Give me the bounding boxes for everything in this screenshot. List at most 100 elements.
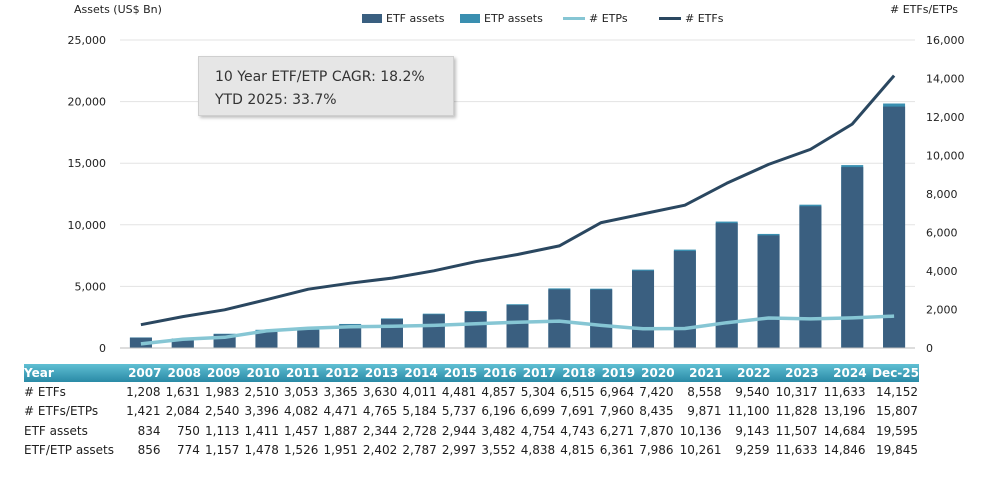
table-row: ETF assets 834 750 1,113 1,411 1,457 1,887 2,34… [24,421,919,441]
table-header-row: Year 2007 2008 2009 2010 2011 2012 2013 2014 2015… [24,364,919,382]
table-cell: 1,457 [283,423,319,438]
right-axis-title: # ETFs/ETPs [890,3,958,16]
table-cell: 14,846 [823,443,866,458]
table-cell: 856 [137,443,161,458]
legend-item: # ETFs [659,12,749,25]
table-year-header: 2019 [601,366,636,380]
left-tick-label: 15,000 [68,157,107,170]
left-axis-title: Assets (US$ Bn) [74,3,162,16]
right-tick-label: 10,000 [926,150,965,163]
table-cell: 3,630 [362,384,398,399]
etps-count-line [140,314,895,346]
legend-swatch [659,17,681,20]
table-cell: 6,196 [481,404,516,419]
table-year-header: Dec-25 [872,366,919,380]
table-cell: 4,471 [323,404,358,419]
table-cell: 19,595 [876,423,918,438]
table-cell: 5,184 [402,404,437,419]
right-tick-label: 4,000 [926,265,958,278]
table-cell: 14,684 [823,423,866,438]
table-year-header: 2016 [483,366,517,380]
etf-bar [548,289,571,348]
table-cell: 750 [177,423,200,438]
table-year-header: 2011 [285,366,320,380]
table-cell: 10,136 [679,423,722,438]
legend-item: # ETPs [563,12,659,25]
left-tick-label: 10,000 [68,219,107,232]
etf-bar [799,206,822,348]
etf-bar [380,319,403,348]
legend: ETF assets ETP assets # ETPs # ETFs [362,12,749,25]
table-cell: 7,420 [639,384,674,399]
table-year-header: 2007 [128,366,162,380]
table-cell: 11,100 [727,404,770,419]
right-tick-label: 8,000 [926,188,958,201]
legend-swatch [563,17,585,20]
left-tick-label: 0 [99,342,106,355]
table-cell: 4,815 [560,443,595,458]
table-year-header: 2018 [562,366,596,380]
etf-bar [464,311,487,348]
legend-label: # ETPs [589,12,628,25]
table-cell: 4,857 [481,384,516,399]
table-cell: 2,997 [441,443,477,458]
table-cell: 9,540 [735,384,770,399]
legend-label: ETP assets [484,12,543,25]
table-cell: 2,510 [244,384,279,399]
table-cell: 10,317 [775,384,818,399]
table-cell: 4,765 [362,404,398,419]
table-row-label: ETF assets [24,423,88,438]
table-cell: 4,011 [402,384,437,399]
etf-bar [297,330,320,348]
table-cell: 11,633 [775,443,818,458]
table-cell: 6,964 [599,384,635,399]
table-year-header: 2021 [689,366,723,380]
table-cell: 1,631 [165,384,200,399]
table-year-header: 2022 [737,366,771,380]
table-cell: 1,208 [126,384,161,399]
left-tick-label: 25,000 [68,34,107,47]
table-cell: 3,365 [323,384,358,399]
table-year-header: 2015 [443,366,478,380]
table-cell: 4,082 [283,404,319,419]
cagr-text: 10 Year ETF/ETP CAGR: 18.2% [215,69,425,85]
table-cell: 1,113 [205,423,240,438]
table-cell: 2,540 [205,404,240,419]
table-cell: 2,402 [362,443,398,458]
table-cell: 9,871 [687,404,722,419]
table-cell: 1,951 [323,443,358,458]
table-year-header: 2010 [246,366,280,380]
etf-bar [715,223,738,348]
table-cell: 13,196 [823,404,866,419]
legend-swatch [460,14,480,23]
table-cell: 14,152 [876,384,918,399]
table-header-label: Year [24,366,54,380]
table-cell: 8,435 [639,404,674,419]
table-cell: 2,084 [165,404,200,419]
right-tick-label: 16,000 [926,34,965,47]
table-cell: 9,259 [735,443,770,458]
table-cell: 7,870 [639,423,674,438]
table-row: # ETFs/ETPs 1,421 2,084 2,540 3,396 4,082 4,47… [24,402,919,422]
table-cell: 6,361 [599,443,635,458]
left-tick-label: 20,000 [68,96,107,109]
table-cell: 6,515 [560,384,595,399]
table-year-header: 2014 [404,366,438,380]
table-row: # ETFs 1,208 1,631 1,983 2,510 3,053 3,365 3,63… [24,382,919,402]
table-year-header: 2017 [522,366,557,380]
etf-bar [590,289,613,348]
etf-bar [841,167,864,348]
combo-chart: 25,000 20,000 15,000 10,000 5,000 0 16,000 14,0… [68,34,965,355]
table-cell: 774 [177,443,200,458]
table-cell: 4,481 [441,384,477,399]
table-cell: 1,157 [205,443,240,458]
table-cell: 11,828 [775,404,818,419]
table-year-header: 2013 [364,366,399,380]
right-tick-label: 0 [926,342,933,355]
table-cell: 6,699 [520,404,556,419]
ytd-text: YTD 2025: 33.7% [215,92,337,108]
table-cell: 7,960 [599,404,635,419]
table-cell: 2,787 [402,443,437,458]
legend-item: ETP assets [460,12,563,25]
table-cell: 834 [137,423,161,438]
